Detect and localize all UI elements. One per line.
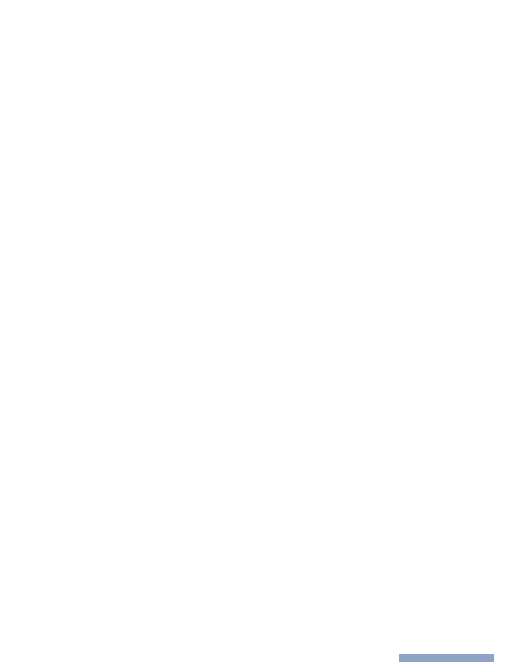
panel-b (0, 250, 512, 430)
network-legend (399, 654, 494, 662)
panel-c (0, 440, 512, 670)
panel-a (0, 8, 512, 238)
network-diagram (10, 440, 502, 660)
